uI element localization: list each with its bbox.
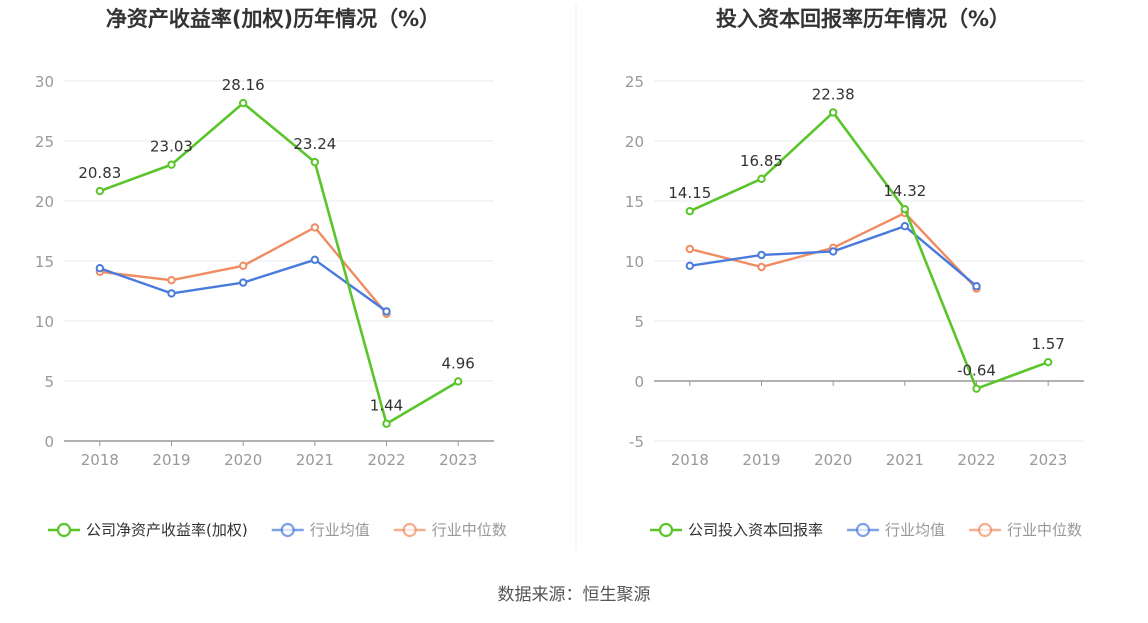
y-tick-label: 5 [634,313,644,331]
chart-title: 净资产收益率(加权)历年情况（%） [106,7,440,31]
data-point-company [757,174,766,184]
data-point-average [900,222,910,231]
legend-marker [280,522,295,538]
data-label: 14.15 [668,184,711,202]
legend-label: 行业中位数 [1007,521,1082,539]
data-label: 1.44 [370,397,403,415]
x-tick-label: 2023 [439,451,477,469]
legend-item-median: 行业中位数 [969,521,1082,539]
data-point-average [685,261,695,270]
data-point-median [167,276,176,285]
data-label: 16.85 [740,152,783,170]
x-tick-label: 2020 [814,451,852,469]
data-point-average [238,278,248,287]
x-tick-label: 2020 [224,451,262,469]
series-line-company [689,111,1049,390]
legend-label: 公司投入资本回报率 [688,521,823,539]
legend-item-company: 公司投入资本回报率 [650,521,823,539]
legend-item-average: 行业均值 [271,521,370,539]
legend-marker [658,522,674,538]
y-tick-label: 20 [625,133,644,151]
data-point-company [238,98,248,108]
y-tick-label: 15 [625,193,644,211]
chart-panel-1: 净资产收益率(加权)历年情况（%） 0 5 10 15 20 25 30 2018 2019 202… [35,7,507,539]
data-label: 22.38 [812,85,855,103]
chart-title: 投入资本回报率历年情况（%） [716,7,1010,31]
data-point-company [1043,357,1053,367]
data-point-average [167,289,176,298]
data-point-average [972,282,981,291]
data-point-median [757,262,766,272]
legend-item-average: 行业均值 [847,521,945,539]
data-label: -0.64 [957,362,996,380]
x-tick-label: 2021 [296,451,334,469]
data-label: 20.83 [78,164,121,182]
data-point-median [310,223,320,232]
legend-label: 行业中位数 [432,521,507,539]
data-point-company [972,384,981,393]
y-tick-label: 10 [625,253,644,271]
x-tick-label: 2019 [152,451,190,469]
data-point-company [828,108,838,117]
data-label: 23.24 [293,135,336,153]
data-point-average [310,255,320,264]
legend-marker [977,522,993,538]
data-point-company [382,419,391,428]
legend-item-company: 公司净资产收益率(加权) [48,521,248,539]
data-label: 14.32 [883,182,926,200]
data-label: 23.03 [150,138,193,156]
x-tick-label: 2018 [671,451,709,469]
y-tick-label: 15 [35,253,54,271]
data-point-average [757,250,766,260]
y-tick-label: 30 [35,73,54,91]
y-tick-label: -5 [629,433,644,451]
x-tick-label: 2023 [1029,451,1067,469]
legend-label: 公司净资产收益率(加权) [86,521,248,539]
legend-item-median: 行业中位数 [393,521,507,539]
y-tick-label: 25 [35,133,54,151]
data-point-company [95,186,105,196]
data-label: 1.57 [1031,335,1064,353]
legend-marker [402,522,417,538]
x-tick-label: 2022 [957,451,995,469]
y-tick-label: 25 [625,73,644,91]
data-point-average [828,247,838,256]
legend-marker [56,522,72,538]
series-line-average [689,224,978,288]
data-point-company [900,204,910,214]
data-label: 28.16 [222,76,265,94]
x-tick-label: 2021 [886,451,924,469]
data-point-median [238,261,248,270]
data-source-note: 数据来源：恒生聚源 [497,585,651,605]
x-tick-label: 2022 [367,451,405,469]
legend-label: 行业均值 [310,521,370,539]
chart-panel-2: 投入资本回报率历年情况（%） -5 0 5 10 15 20 25 2018 2019 2020 20… [625,7,1084,539]
y-tick-label: 20 [35,193,54,211]
y-tick-label: 0 [44,433,54,451]
data-label: 4.96 [441,354,474,372]
data-point-average [382,307,391,316]
legend-marker [855,522,871,538]
y-tick-label: 0 [634,373,644,391]
data-point-company [310,157,320,167]
x-tick-label: 2019 [742,451,780,469]
data-point-company [453,377,463,386]
data-point-median [685,244,695,254]
data-point-company [685,207,695,216]
legend-label: 行业均值 [885,521,945,539]
series-line-company [99,101,459,426]
data-point-average [95,264,105,273]
y-tick-label: 10 [35,313,54,331]
x-tick-label: 2018 [81,451,119,469]
data-point-company [167,160,176,169]
y-tick-label: 5 [44,373,54,391]
